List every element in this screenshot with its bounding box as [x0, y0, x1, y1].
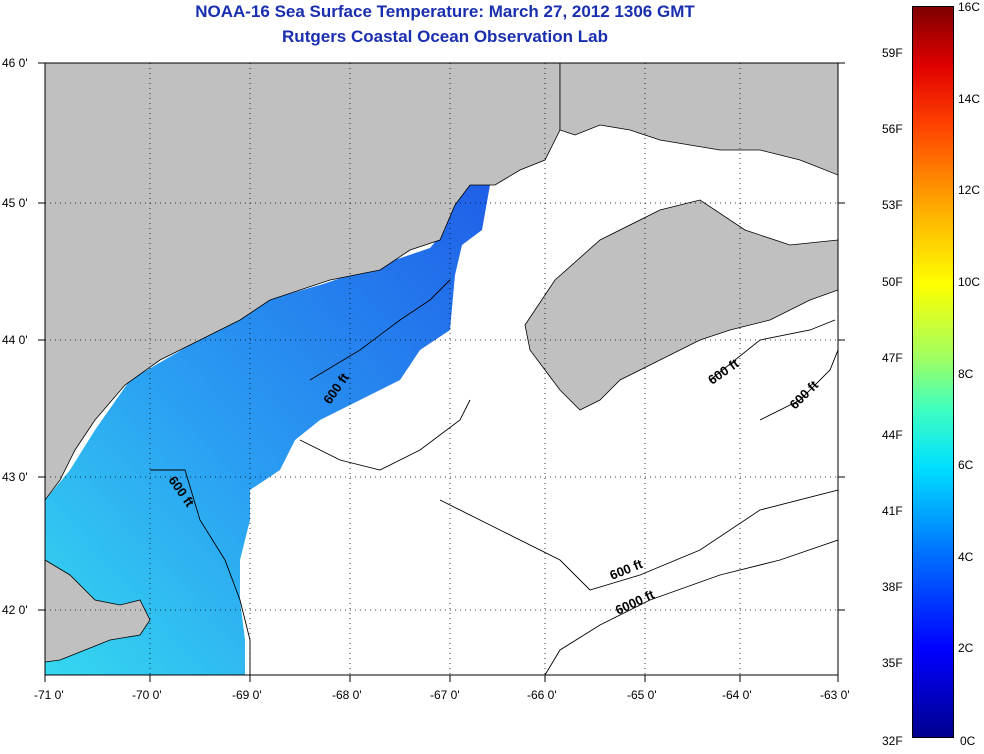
colorbar-celsius-label: 16C	[958, 0, 981, 14]
colorbar-celsius-label: 4C	[958, 550, 974, 564]
lat-tick-label: 43 0'	[2, 470, 28, 484]
colorbar-fahrenheit-label: 41F	[882, 504, 903, 518]
lon-tick-label: -67 0'	[430, 688, 460, 702]
colorbar-celsius-label: 12C	[958, 183, 981, 197]
land-mainland	[45, 63, 561, 501]
lon-tick-label: -70 0'	[132, 688, 162, 702]
colorbar-celsius-label: 0C	[960, 734, 976, 748]
colorbar-fahrenheit-label: 50F	[882, 275, 903, 289]
colorbar-fahrenheit-label: 32F	[882, 734, 903, 748]
lat-lon-grid	[45, 63, 838, 675]
colorbar-fahrenheit-label: 53F	[882, 198, 903, 212]
land-nova-scotia	[524, 199, 838, 411]
colorbar-fahrenheit-label: 35F	[882, 656, 903, 670]
lon-tick-label: -63 0'	[820, 688, 850, 702]
lon-tick-label: -69 0'	[232, 688, 262, 702]
colorbar-fahrenheit-label: 44F	[882, 428, 903, 442]
lat-tick-label: 45 0'	[2, 196, 28, 210]
lon-tick-label: -65 0'	[627, 688, 657, 702]
lat-tick-label: 42 0'	[2, 603, 28, 617]
temperature-colorbar	[912, 6, 954, 738]
lon-tick-label: -71 0'	[34, 688, 64, 702]
colorbar-fahrenheit-label: 47F	[882, 351, 903, 365]
lon-tick-label: -66 0'	[527, 688, 557, 702]
colorbar-fahrenheit-label: 59F	[882, 46, 903, 60]
map-frame	[44, 62, 839, 676]
colorbar-celsius-label: 14C	[958, 92, 981, 106]
axis-ticks	[38, 62, 845, 682]
land-cape-cod	[45, 559, 151, 663]
colorbar-celsius-label: 2C	[958, 641, 974, 655]
sst-swath	[45, 180, 490, 675]
bathymetry-contours	[150, 279, 838, 675]
lat-tick-label: 46 0'	[2, 56, 28, 70]
lon-tick-label: -64 0'	[722, 688, 752, 702]
map-title: NOAA-16 Sea Surface Temperature: March 2…	[195, 2, 695, 21]
colorbar-fahrenheit-label: 56F	[882, 122, 903, 136]
land-new-brunswick	[559, 63, 838, 176]
colorbar-celsius-label: 6C	[958, 458, 974, 472]
map-subtitle: Rutgers Coastal Ocean Observation Lab	[282, 27, 608, 46]
colorbar-celsius-label: 10C	[958, 275, 981, 289]
colorbar-fahrenheit-label: 38F	[882, 580, 903, 594]
colorbar-celsius-label: 8C	[958, 367, 974, 381]
lon-tick-label: -68 0'	[332, 688, 362, 702]
lat-tick-label: 44 0'	[2, 333, 28, 347]
